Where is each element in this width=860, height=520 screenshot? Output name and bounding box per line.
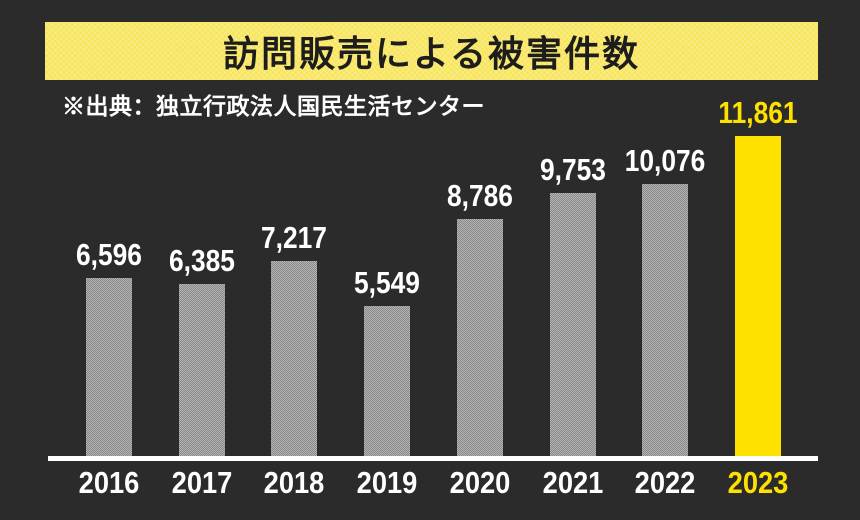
bar-2017 (178, 284, 225, 456)
bar-2020 (456, 219, 503, 456)
value-label-2016: 6,596 (76, 237, 142, 272)
year-label-2018: 2018 (264, 465, 325, 500)
bar-2021 (549, 193, 596, 456)
value-label-2020: 8,786 (446, 178, 513, 213)
x-axis-line (48, 456, 818, 461)
bar-2016 (86, 278, 132, 456)
value-label-2018: 7,217 (261, 220, 328, 255)
year-label-2016: 2016 (78, 465, 140, 500)
bar-2023 (735, 136, 781, 456)
year-label-2019: 2019 (356, 465, 418, 500)
year-label-2017: 2017 (171, 465, 233, 500)
value-label-2023: 11,861 (718, 95, 798, 130)
value-label-2017: 6,385 (168, 243, 235, 278)
value-label-2019: 5,549 (354, 265, 421, 300)
bar-2018 (271, 261, 318, 456)
year-label-2021: 2021 (542, 465, 603, 500)
year-label-2023: 2023 (727, 465, 789, 500)
year-label-2020: 2020 (449, 465, 511, 500)
year-label-2022: 2022 (634, 465, 696, 500)
chart-title: 訪問販売による被害件数 (223, 33, 640, 74)
chart-title-banner: 訪問販売による被害件数 (45, 22, 818, 80)
bar-2019 (364, 306, 411, 456)
value-label-2022: 10,076 (624, 143, 706, 178)
bar-2022 (642, 184, 689, 456)
source-note: ※出典：独立行政法人国民生活センター (62, 93, 485, 119)
value-label-2021: 9,753 (539, 152, 606, 187)
